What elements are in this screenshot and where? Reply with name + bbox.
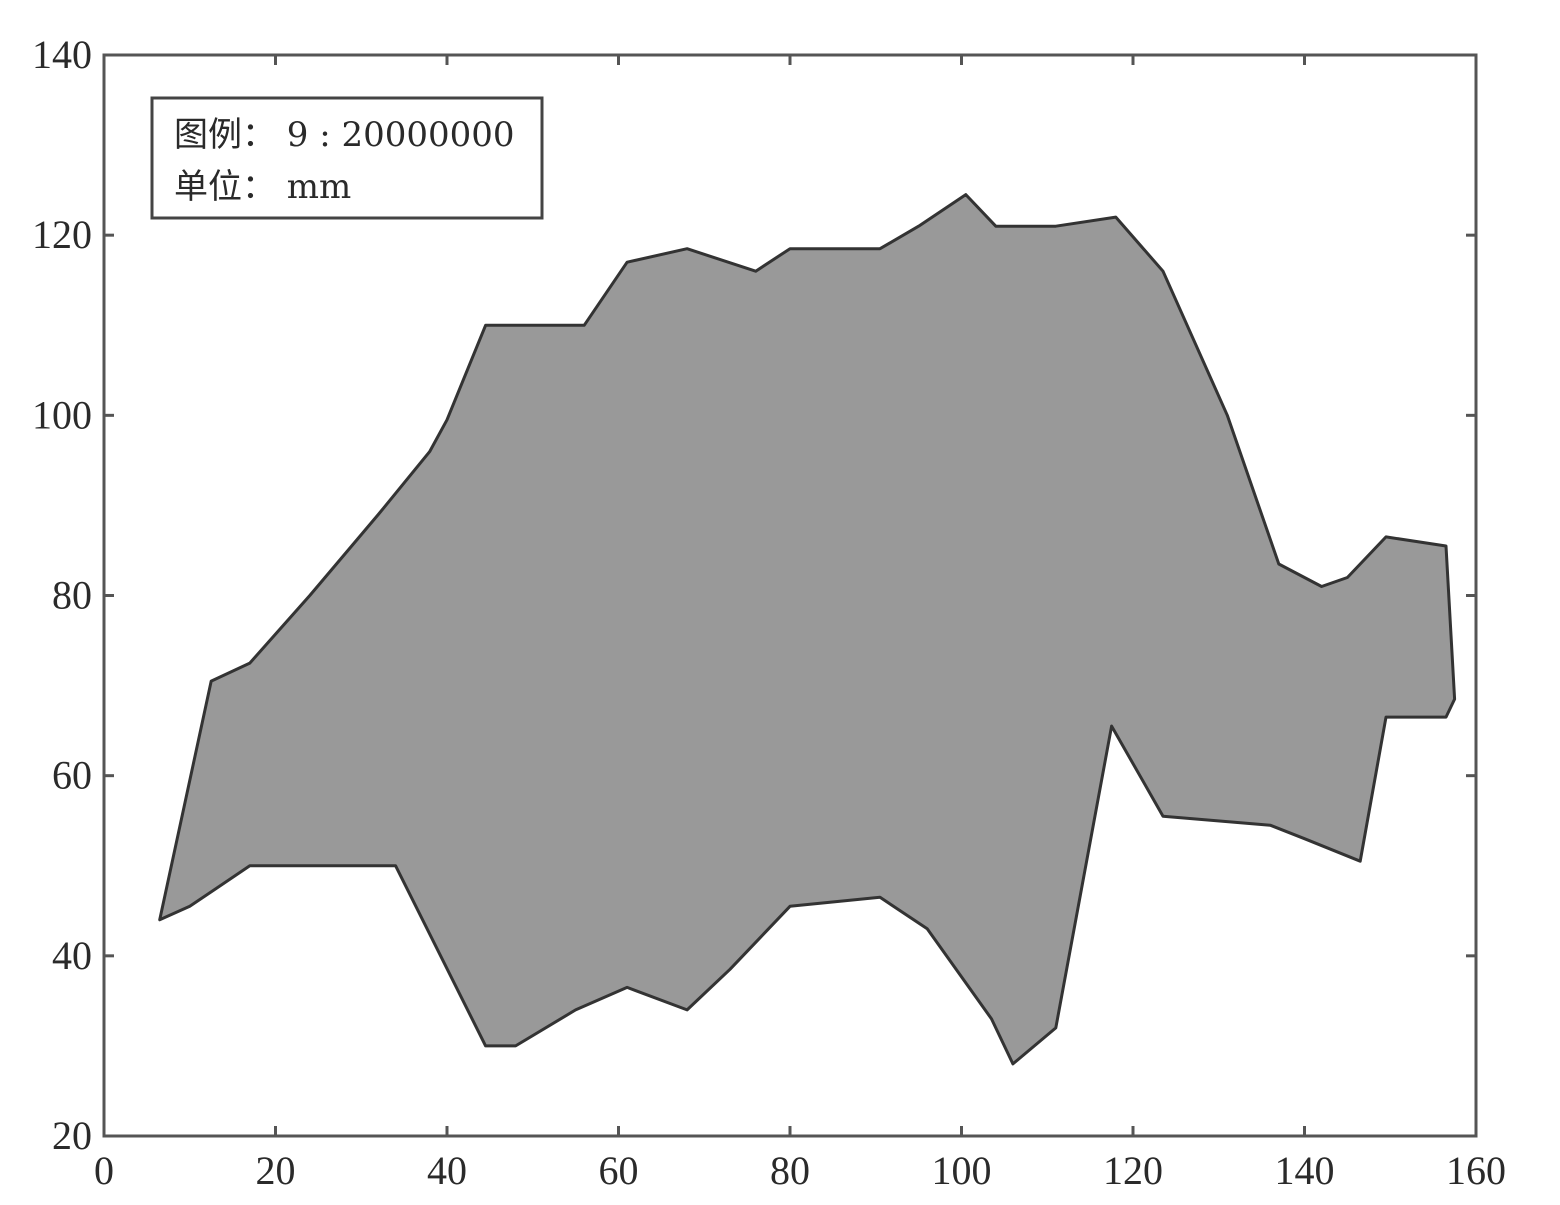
- y-tick-label: 40: [52, 933, 92, 978]
- legend-box: [150, 96, 544, 220]
- legend: 图例： 9 : 20000000 单位： mm: [150, 96, 544, 220]
- legend-unit-text: 单位： mm: [174, 167, 351, 207]
- y-tick-label: 60: [52, 753, 92, 798]
- x-tick-label: 80: [770, 1148, 810, 1193]
- y-tick-label: 100: [32, 392, 92, 437]
- x-tick-label: 20: [256, 1148, 296, 1193]
- x-tick-label: 140: [1275, 1148, 1335, 1193]
- x-tick-label: 60: [599, 1148, 639, 1193]
- x-tick-label: 0: [94, 1148, 114, 1193]
- y-tick-label: 140: [32, 32, 92, 77]
- data-layer: [158, 193, 1457, 1066]
- x-tick-label: 120: [1103, 1148, 1163, 1193]
- x-tick-label: 160: [1446, 1148, 1506, 1193]
- region-polygon: [158, 193, 1457, 1066]
- y-axis: 20 40 60 80 100 120 140: [32, 32, 1476, 1158]
- legend-scale-text: 图例： 9 : 20000000: [174, 115, 515, 155]
- x-tick-label: 100: [932, 1148, 992, 1193]
- x-tick-label: 40: [427, 1148, 467, 1193]
- y-tick-label: 80: [52, 573, 92, 618]
- y-tick-label: 20: [52, 1113, 92, 1158]
- y-tick-label: 120: [32, 212, 92, 257]
- x-axis: 0 20 40 60 80 100 120 140 160: [94, 55, 1506, 1193]
